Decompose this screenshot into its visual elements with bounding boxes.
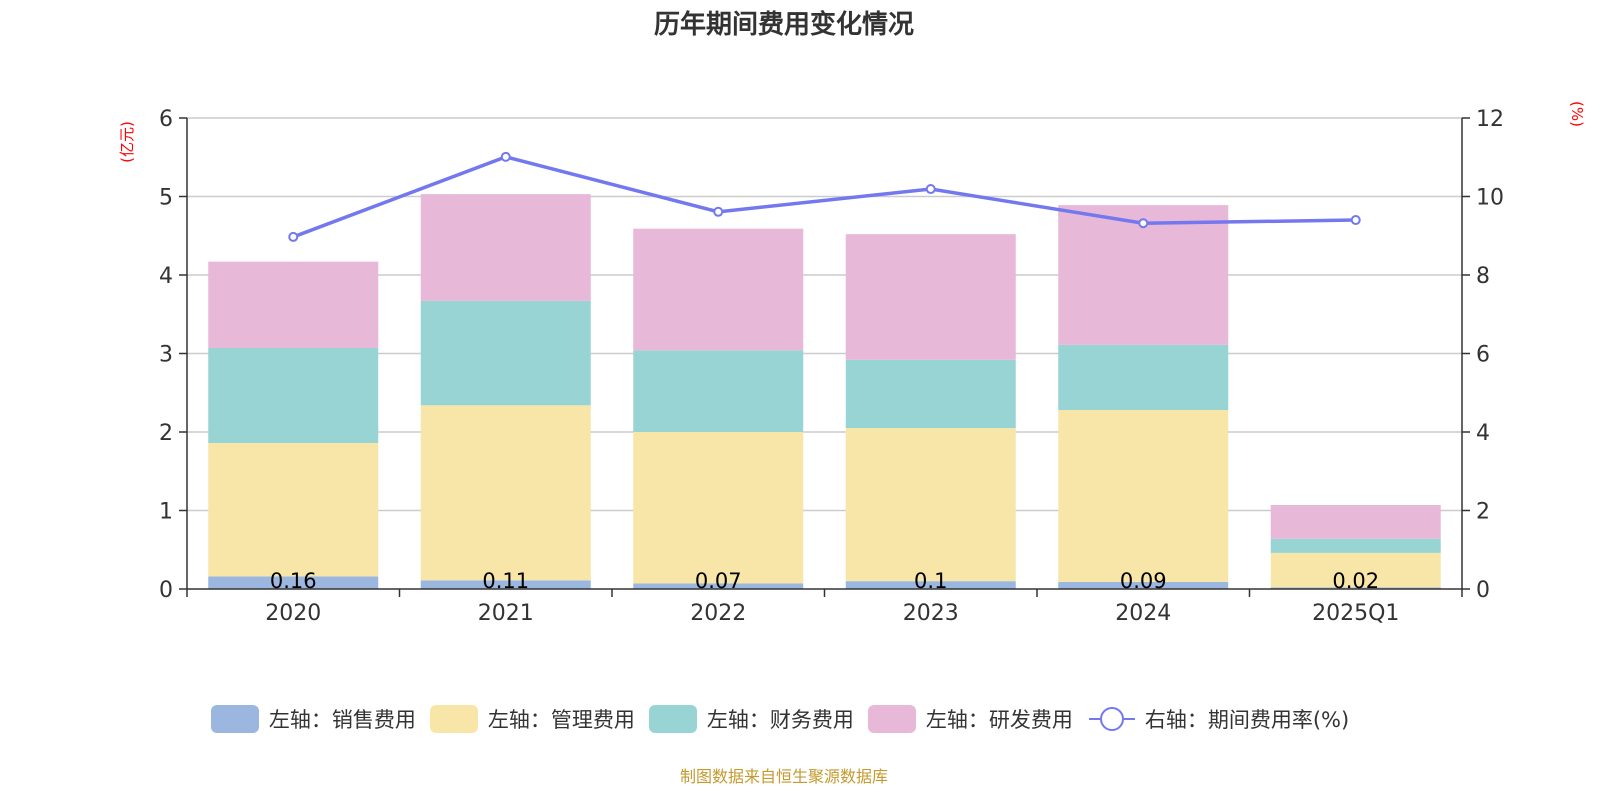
- bar-segment: [1270, 505, 1441, 539]
- x-tick-label: 2021: [478, 601, 534, 626]
- bar-segment: [633, 350, 804, 432]
- bar-segment: [633, 228, 804, 351]
- bar-segment: [1058, 410, 1229, 582]
- data-label: 0.09: [1120, 569, 1167, 593]
- x-tick-label: 2020: [265, 601, 321, 626]
- rate-point: [1138, 218, 1149, 229]
- bar-segment: [208, 261, 379, 349]
- bar-segment: [1270, 538, 1441, 553]
- left-axis-label: (亿元): [118, 121, 136, 163]
- rate-point: [500, 151, 511, 162]
- chart-title: 历年期间费用变化情况: [653, 10, 914, 40]
- legend: 左轴：销售费用 左轴：管理费用 左轴：财务费用 左轴：研发费用 右轴：期间费用率…: [0, 704, 1560, 734]
- data-label: 0.16: [270, 569, 317, 593]
- legend-swatch-sales: [210, 705, 259, 733]
- x-tick-label: 2023: [903, 601, 959, 626]
- bars: [208, 194, 1441, 589]
- data-label: 0.11: [482, 569, 529, 593]
- legend-label-rate: 右轴：期间费用率(%): [1144, 708, 1350, 732]
- right-tick-label: 8: [1476, 264, 1490, 289]
- legend-item-rd[interactable]: 左轴：研发费用: [867, 704, 1073, 734]
- legend-swatch-rd: [867, 705, 916, 733]
- x-tick-label: 2022: [690, 601, 746, 626]
- bar-segment: [845, 234, 1016, 360]
- bar-segment: [633, 432, 804, 584]
- left-tick-label: 5: [159, 186, 173, 211]
- left-tick-label: 3: [159, 343, 173, 368]
- legend-label-rd: 左轴：研发费用: [925, 708, 1073, 732]
- data-labels: 0.16 0.11 0.07 0.1 0.09 0.02: [270, 569, 1379, 593]
- bar-segment: [845, 581, 1016, 589]
- data-label: 0.07: [695, 569, 742, 593]
- bar-segment: [420, 194, 591, 301]
- legend-item-management[interactable]: 左轴：管理费用: [429, 704, 635, 734]
- rate-line: [288, 151, 1361, 242]
- bar-segment: [420, 580, 591, 589]
- rate-point: [925, 184, 936, 195]
- source-note: 制图数据来自恒生聚源数据库: [679, 767, 888, 786]
- x-tick-label: 2025Q1: [1312, 601, 1399, 626]
- data-label: 0.02: [1332, 569, 1379, 593]
- bar-segment: [208, 442, 379, 577]
- left-tick-label: 1: [159, 500, 173, 525]
- bar-segment: [208, 348, 379, 443]
- right-tick-label: 6: [1476, 343, 1490, 368]
- rate-point: [288, 231, 299, 242]
- left-tick-label: 0: [159, 578, 173, 603]
- bar-segment: [1058, 344, 1229, 411]
- right-tick-label: 10: [1476, 186, 1504, 211]
- legend-label-management: 左轴：管理费用: [487, 708, 635, 732]
- bar-segment: [1058, 581, 1229, 589]
- rate-line-path: [292, 155, 1356, 239]
- bar-segment: [1058, 205, 1229, 345]
- grid-lines: [187, 117, 1462, 512]
- legend-label-sales: 左轴：销售费用: [268, 708, 416, 732]
- legend-line-circle-icon: [1088, 707, 1135, 731]
- bar-segment: [845, 428, 1016, 582]
- left-tick-label: 6: [159, 107, 173, 132]
- right-axis-label: (%): [1568, 101, 1586, 127]
- bar-segment: [1270, 552, 1441, 588]
- bar-segment: [420, 300, 591, 406]
- left-tick-label: 2: [159, 421, 173, 446]
- rate-point: [1350, 215, 1361, 226]
- x-tick-label: 2024: [1115, 601, 1171, 626]
- right-tick-label: 4: [1476, 421, 1490, 446]
- legend-item-rate[interactable]: 右轴：期间费用率(%): [1087, 704, 1349, 734]
- bar-segment: [845, 359, 1016, 429]
- rate-point: [713, 206, 724, 217]
- right-tick-label: 2: [1476, 500, 1490, 525]
- right-tick-label: 12: [1476, 107, 1504, 132]
- bar-segment: [420, 405, 591, 581]
- legend-label-finance: 左轴：财务费用: [706, 708, 854, 732]
- legend-swatch-finance: [648, 705, 697, 733]
- left-tick-label: 4: [159, 264, 173, 289]
- bar-segment: [208, 576, 379, 589]
- data-label: 0.1: [914, 569, 947, 593]
- legend-swatch-management: [429, 705, 478, 733]
- bar-segment: [633, 583, 804, 589]
- bar-segment: [1270, 587, 1441, 589]
- right-tick-label: 0: [1476, 578, 1490, 603]
- legend-item-finance[interactable]: 左轴：财务费用: [648, 704, 854, 734]
- legend-item-sales[interactable]: 左轴：销售费用: [210, 704, 416, 734]
